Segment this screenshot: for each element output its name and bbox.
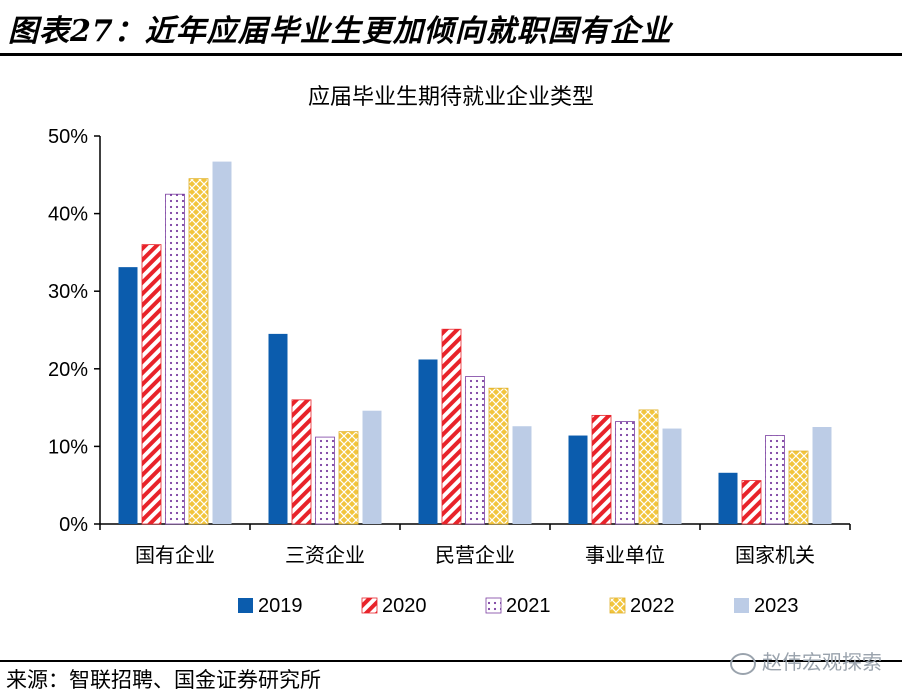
bar-2020: [141, 244, 162, 525]
x-tick-label: 事业单位: [585, 543, 665, 567]
bar-2020: [741, 480, 762, 525]
bar-2023: [212, 161, 232, 524]
title-rule: [0, 53, 902, 56]
x-tick-label: 国有企业: [135, 543, 215, 567]
bar-2020: [291, 399, 312, 525]
legend-swatch-2021: [485, 597, 502, 614]
y-tick-label: 40%: [48, 204, 88, 226]
source-note: 来源：智联招聘、国金证券研究所: [6, 668, 321, 692]
watermark: 赵伟宏观探索: [730, 646, 882, 675]
bar-2023: [362, 410, 382, 524]
legend-label-2023: 2023: [754, 595, 799, 617]
legend-swatch-2019: [238, 598, 253, 613]
bar-2020: [591, 414, 612, 525]
bar-2023: [512, 426, 532, 524]
y-tick-label: 20%: [48, 359, 88, 381]
bar-2021: [465, 376, 485, 525]
y-tick-label: 10%: [48, 436, 88, 458]
bar-2021: [765, 435, 785, 525]
bar-2022: [338, 431, 359, 525]
bar-2022: [638, 409, 659, 525]
y-tick-label: 50%: [48, 126, 88, 148]
bar-2021: [165, 193, 185, 525]
bar-2019: [418, 359, 438, 524]
bar-2019: [568, 435, 588, 524]
x-tick-label: 三资企业: [285, 543, 365, 567]
bar-2019: [718, 472, 738, 524]
bar-2023: [812, 427, 832, 524]
bar-2021: [315, 436, 335, 525]
legend-swatch-2023: [734, 598, 749, 613]
source-rule: [0, 660, 902, 662]
bar-2023: [662, 428, 682, 524]
legend-label-2022: 2022: [630, 595, 675, 617]
y-tick-label: 30%: [48, 281, 88, 303]
x-tick-label: 民营企业: [435, 543, 515, 567]
bar-2019: [118, 267, 138, 524]
watermark-text: 赵伟宏观探索: [762, 650, 882, 674]
bar-2022: [488, 387, 509, 525]
legend-label-2020: 2020: [382, 595, 427, 617]
legend-label-2021: 2021: [506, 595, 551, 617]
legend-swatch-2022: [609, 597, 626, 614]
y-tick-label: 0%: [59, 514, 88, 536]
bar-2022: [188, 178, 209, 525]
bar-2019: [268, 333, 288, 524]
chart-title: 应届毕业生期待就业企业类型: [308, 85, 594, 110]
bar-2020: [441, 328, 462, 525]
bar-chart: 应届毕业生期待就业企业类型 0% 10% 20% 30% 40% 50% 国有企业 三资企业 民…: [48, 85, 851, 617]
figure-title: 图表27：近年应届毕业生更加倾向就职国有企业: [8, 14, 672, 49]
wechat-icon: [730, 652, 756, 675]
x-tick-label: 国家机关: [735, 543, 815, 567]
bar-2021: [615, 421, 635, 525]
legend-label-2019: 2019: [258, 595, 303, 617]
bar-2022: [788, 450, 809, 525]
legend-swatch-2020: [361, 597, 378, 614]
